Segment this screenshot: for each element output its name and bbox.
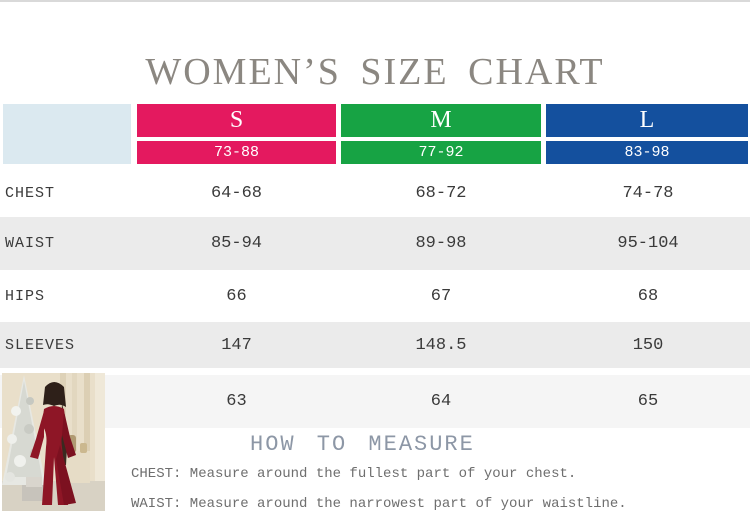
table-cell: 85-94	[210, 234, 262, 253]
size-header-m: M	[341, 104, 541, 137]
table-row-hips: HIPS 66 67 68	[0, 270, 750, 322]
table-cell: 150	[632, 335, 664, 355]
table-cell: 66	[226, 286, 247, 306]
table-cell: 63	[226, 392, 247, 411]
range-header-l: 83-98	[546, 141, 748, 164]
measure-instruction-chest: CHEST: Measure around the fullest part o…	[131, 466, 577, 482]
table-cell: 95-104	[617, 234, 679, 253]
table-cell: 67	[430, 286, 452, 306]
table-row-chest: CHEST 64-68 68-72 74-78	[0, 170, 750, 217]
table-cell: 65	[637, 392, 659, 411]
header-corner-cell	[3, 104, 131, 164]
range-header-m: 77-92	[341, 141, 541, 164]
table-row-extra: 63 64 65	[0, 375, 750, 428]
table-cell: 68-72	[415, 184, 467, 203]
page-title: WOMEN’S SIZE CHART	[145, 51, 605, 93]
table-cell: 89-98	[415, 234, 467, 253]
row-label: SLEEVES	[5, 336, 76, 354]
table-row-sleeves: SLEEVES 147 148.5 150	[0, 322, 750, 368]
row-label: WAIST	[5, 235, 56, 252]
product-photo-image	[2, 373, 105, 511]
range-header-s: 73-88	[137, 141, 336, 164]
table-cell: 147	[221, 335, 252, 355]
table-cell: 64-68	[210, 184, 262, 203]
table-row-waist: WAIST 85-94 89-98 95-104	[0, 217, 750, 270]
top-border-line	[0, 0, 750, 2]
measure-instruction-waist: WAIST: Measure around the narrowest part…	[131, 496, 627, 512]
table-cell: 64	[430, 392, 452, 411]
row-label: HIPS	[5, 287, 46, 305]
how-to-measure-heading: HOW TO MEASURE	[250, 432, 475, 457]
table-cell: 148.5	[415, 335, 467, 355]
product-photo	[2, 373, 105, 511]
row-label: CHEST	[5, 185, 56, 202]
table-cell: 68	[637, 286, 659, 306]
size-header-s: S	[137, 104, 336, 137]
table-cell: 74-78	[622, 184, 674, 203]
size-header-l: L	[546, 104, 748, 137]
